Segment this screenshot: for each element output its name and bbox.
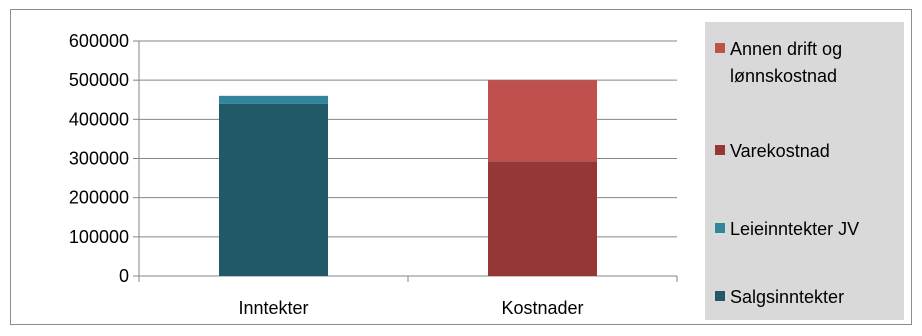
legend-label-varekostnad: Varekostnad bbox=[730, 141, 830, 161]
legend-item-varekostnad: Varekostnad bbox=[715, 138, 900, 165]
bar-kostnader-varekostnad bbox=[488, 161, 597, 276]
legend-item-annen-drift: Annen drift og lønnskostnad bbox=[715, 36, 900, 90]
legend-swatch-salgsinntekter bbox=[715, 291, 725, 301]
legend: Annen drift og lønnskostnad Varekostnad … bbox=[705, 22, 904, 320]
legend-label-leieinntekter: Leieinntekter JV bbox=[730, 219, 860, 239]
y-tick-label-0: 0 bbox=[119, 266, 129, 286]
bar-inntekter-leieinntekter-jv bbox=[219, 95, 328, 104]
legend-swatch-annen-drift bbox=[715, 43, 725, 53]
legend-item-leieinntekter: Leieinntekter JV bbox=[715, 216, 900, 243]
y-tick-label-5: 500000 bbox=[69, 70, 129, 90]
x-category-label-1: Kostnader bbox=[501, 298, 583, 318]
y-tick-label-2: 200000 bbox=[69, 188, 129, 208]
legend-item-salgsinntekter: Salgsinntekter bbox=[715, 284, 900, 311]
legend-swatch-leieinntekter bbox=[715, 223, 725, 233]
legend-label-annen-drift: Annen drift og lønnskostnad bbox=[730, 39, 843, 86]
bar-inntekter-salgsinntekter bbox=[219, 103, 328, 277]
y-tick-label-4: 400000 bbox=[69, 109, 129, 129]
legend-label-salgsinntekter: Salgsinntekter bbox=[730, 287, 845, 307]
y-tick-label-6: 600000 bbox=[69, 31, 129, 51]
bar-kostnader-annen-drift-og-l-nnskostnad bbox=[488, 80, 597, 162]
y-tick-label-1: 100000 bbox=[69, 227, 129, 247]
y-tick-label-3: 300000 bbox=[69, 149, 129, 169]
x-category-label-0: Inntekter bbox=[238, 298, 308, 318]
legend-swatch-varekostnad bbox=[715, 145, 725, 155]
